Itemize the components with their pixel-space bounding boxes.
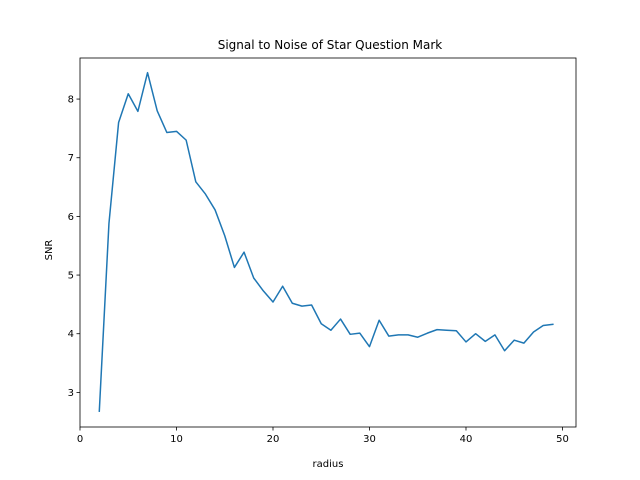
y-tick-label: 5: [68, 271, 74, 282]
chart-title: Signal to Noise of Star Question Mark: [218, 38, 443, 52]
x-tick-label: 50: [556, 434, 569, 445]
x-tick-label: 30: [363, 434, 376, 445]
y-tick-label: 6: [68, 212, 74, 223]
x-axis: 0 10 20 30 40 50: [77, 427, 569, 445]
y-tick-label: 7: [68, 153, 74, 164]
series-line: [98, 71, 554, 412]
y-tick-label: 4: [68, 329, 74, 340]
plot-area: [98, 71, 554, 412]
y-axis-label: SNR: [44, 240, 55, 261]
x-tick-label: 40: [460, 434, 473, 445]
axes-frame: [79, 57, 577, 428]
x-tick-label: 20: [267, 434, 280, 445]
x-tick-label: 10: [170, 434, 183, 445]
x-tick-label: 0: [77, 434, 83, 445]
y-tick-label: 8: [68, 95, 74, 106]
x-axis-label: radius: [313, 459, 344, 470]
y-axis: 3 4 5 6 7 8: [68, 95, 80, 399]
y-tick-label: 3: [68, 388, 74, 399]
